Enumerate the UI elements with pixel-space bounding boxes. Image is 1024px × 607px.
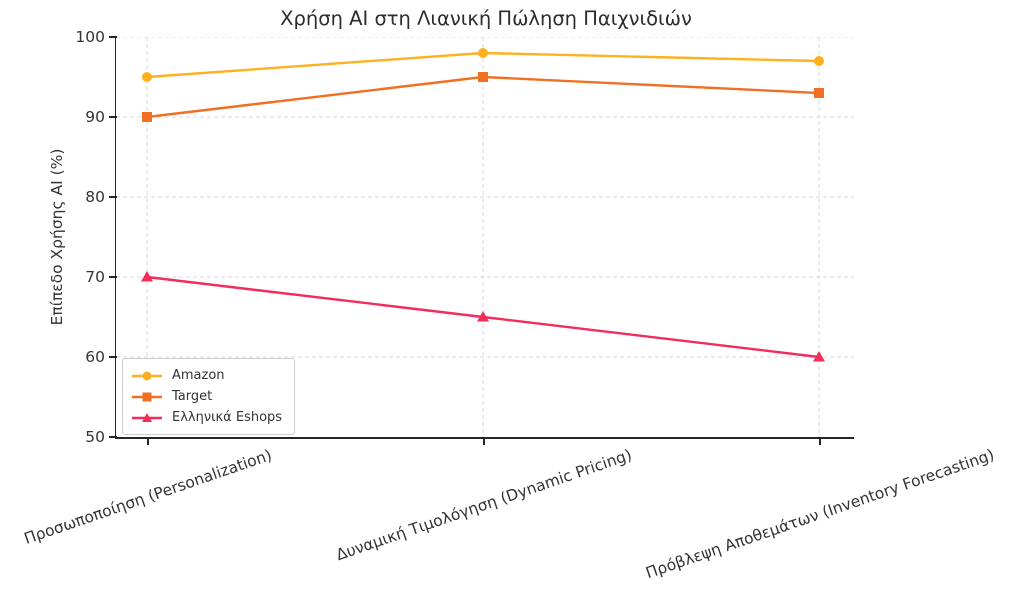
x-tick-mark: [819, 439, 821, 445]
chart-title: Χρήση AI στη Λιανική Πώληση Παιχνιδιών: [280, 7, 692, 30]
x-tick-mark: [147, 439, 149, 445]
y-tick-label: 60: [85, 348, 105, 366]
legend: Amazon Target Ελληνικά Eshops: [122, 358, 296, 435]
y-axis-label: Επίπεδο Χρήσης AI (%): [48, 148, 66, 326]
y-tick-label: 70: [85, 268, 105, 286]
x-tick-label: Πρόβλεψη Αποθεμάτων (Inventory Forecasti…: [643, 445, 997, 583]
x-tick-label: Δυναμική Τιμολόγηση (Dynamic Pricing): [333, 445, 635, 565]
legend-item: Amazon: [131, 365, 282, 386]
plot-area: [115, 37, 855, 439]
legend-item: Target: [131, 386, 282, 407]
square-marker-icon: [132, 392, 162, 401]
circle-marker-icon: [132, 371, 162, 380]
x-tick-label: Προσωποποίηση (Personalization): [21, 446, 275, 548]
legend-label: Ελληνικά Eshops: [172, 410, 283, 425]
legend-label: Target: [172, 389, 213, 404]
y-tick-mark: [109, 276, 117, 278]
plot-svg: [116, 37, 855, 437]
y-tick-label: 50: [85, 428, 105, 446]
y-tick-mark: [109, 356, 117, 358]
y-tick-mark: [109, 436, 117, 438]
x-tick-mark: [483, 439, 485, 445]
triangle-marker-icon: [132, 412, 162, 422]
y-tick-mark: [109, 36, 117, 38]
y-tick-label: 90: [85, 108, 105, 126]
y-tick-mark: [109, 196, 117, 198]
y-tick-label: 80: [85, 188, 105, 206]
y-tick-mark: [109, 116, 117, 118]
legend-label: Amazon: [172, 368, 225, 383]
legend-item: Ελληνικά Eshops: [131, 407, 282, 428]
y-tick-label: 100: [75, 28, 105, 46]
